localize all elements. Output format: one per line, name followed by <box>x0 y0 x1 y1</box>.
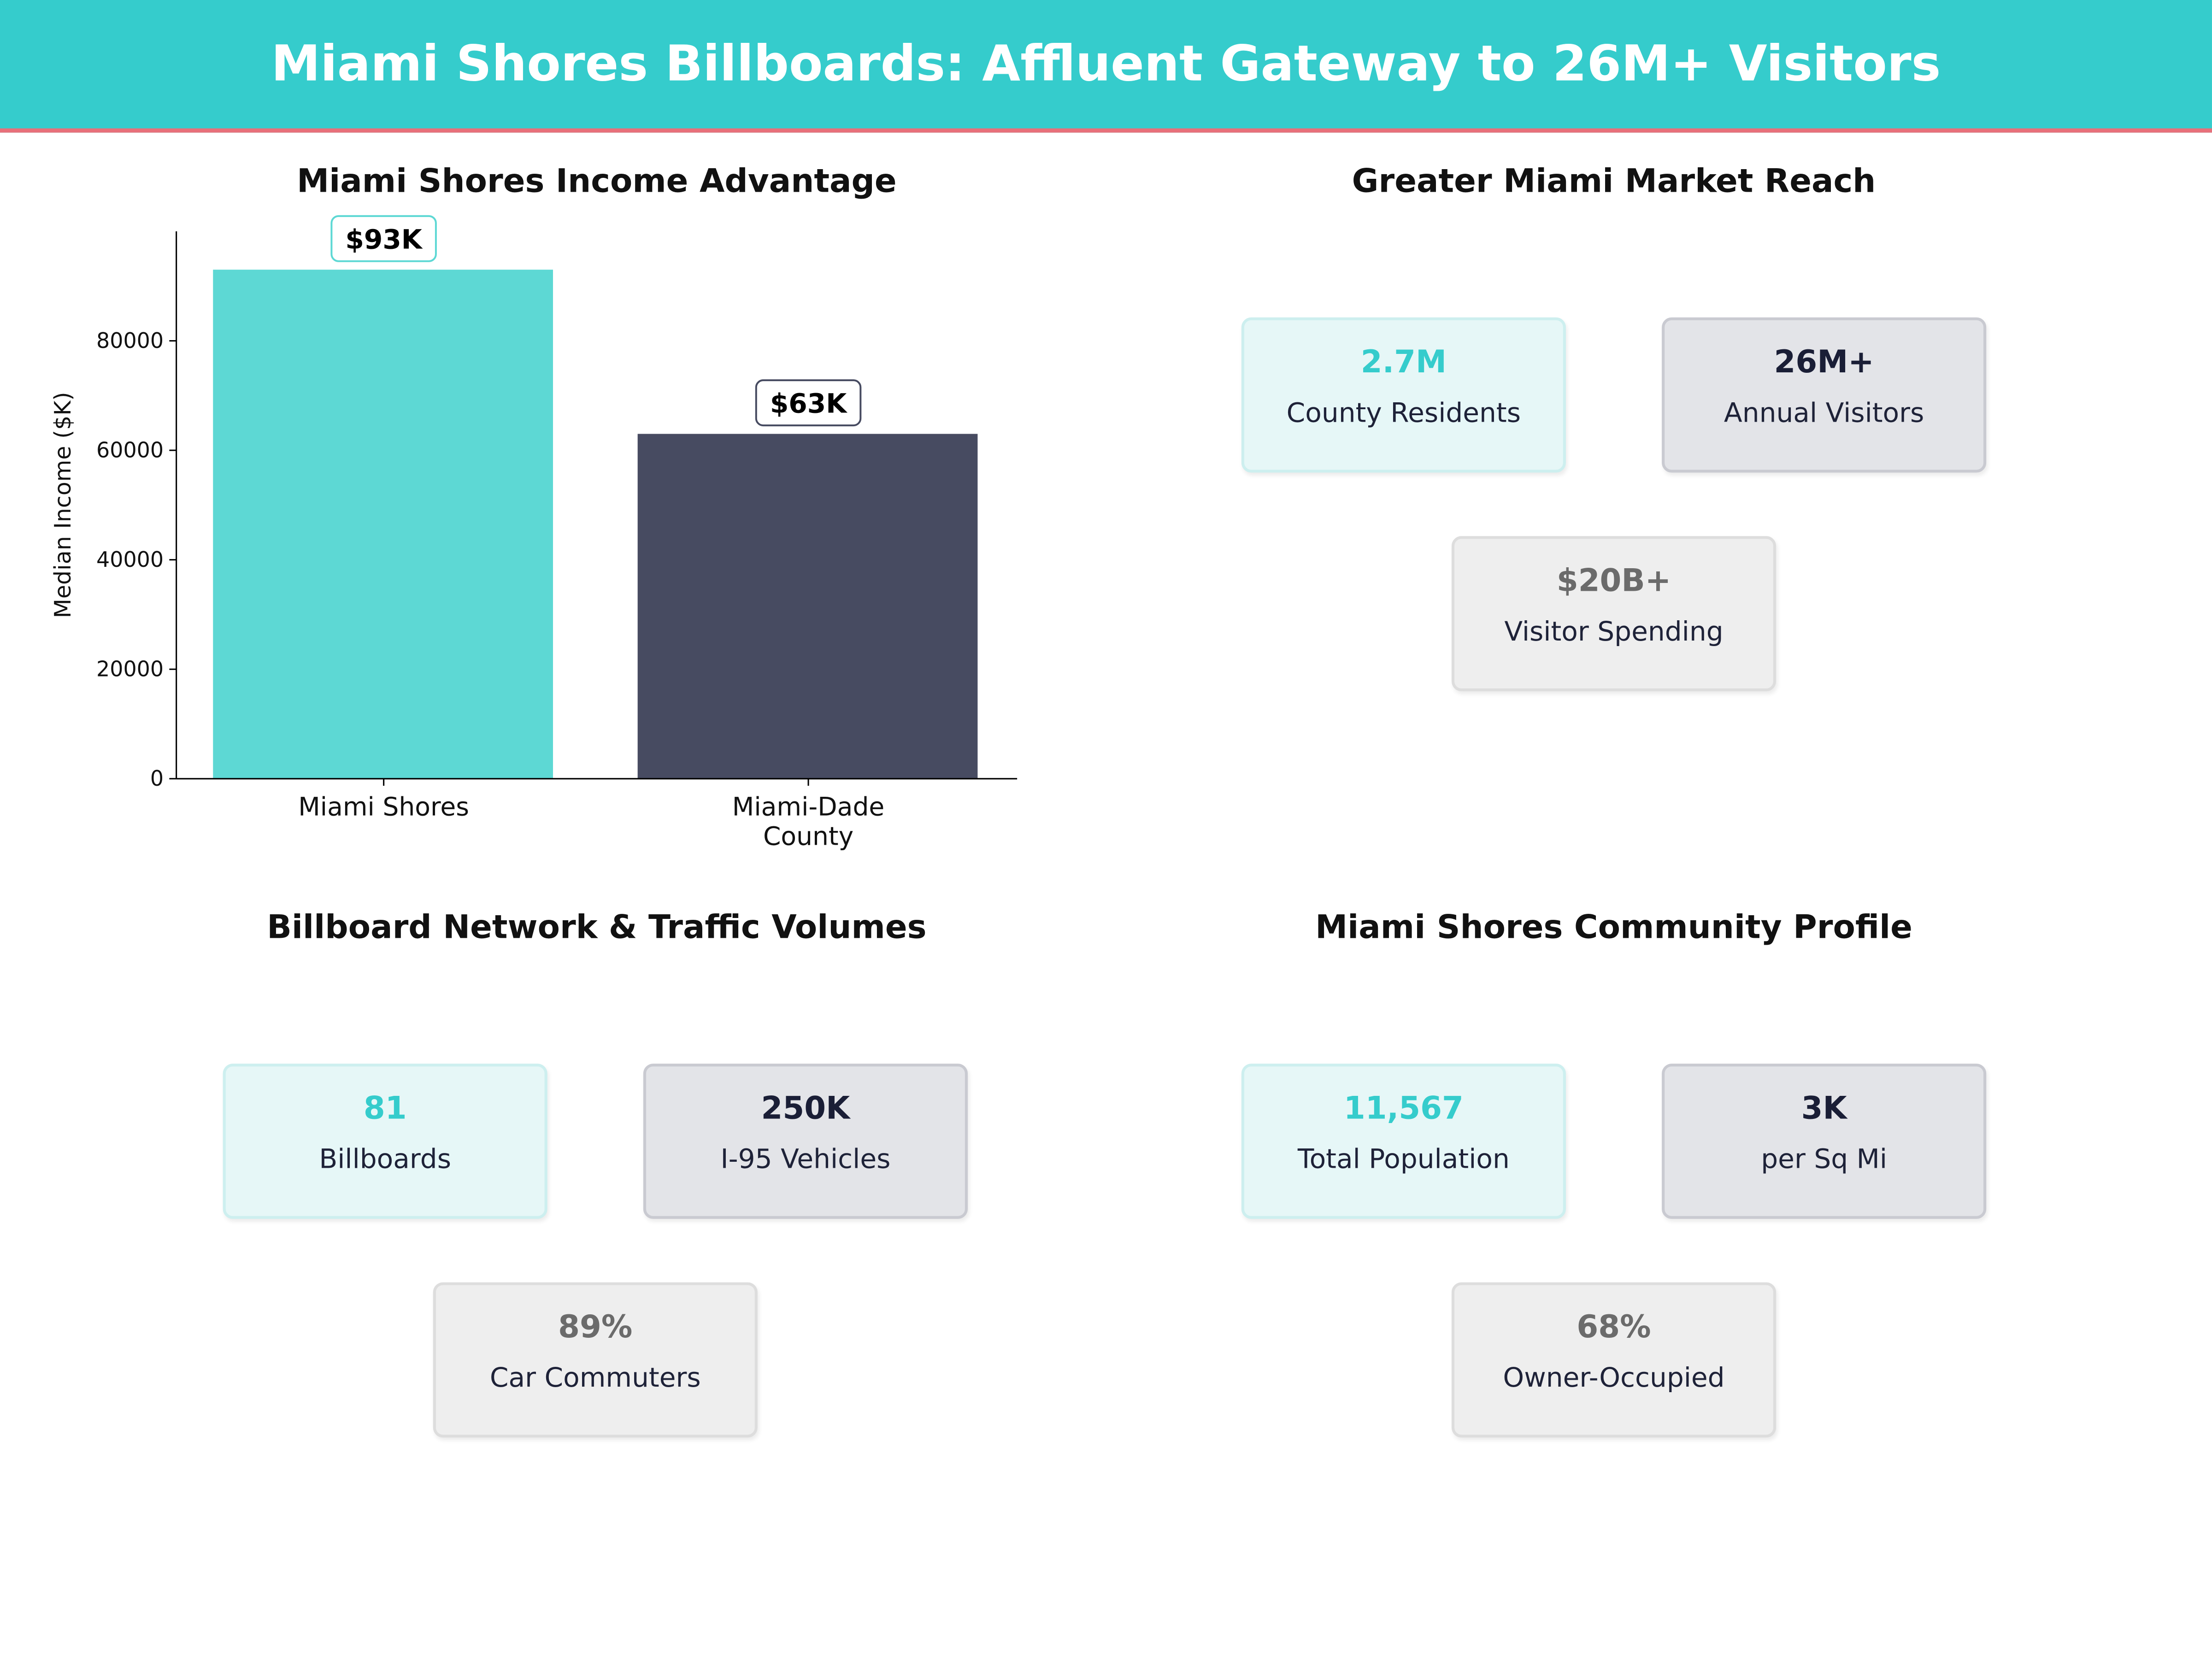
data-label: $93K <box>345 224 423 255</box>
stat-card: 26M+ Annual Visitors <box>1662 317 1987 473</box>
stat-value: 26M+ <box>1774 345 1874 381</box>
stat-card: 11,567 Total Population <box>1241 1064 1566 1219</box>
bar-2 <box>637 434 978 779</box>
y-axis-label: Median Income ($K) <box>50 392 76 618</box>
stat-label: Car Commuters <box>489 1363 701 1394</box>
x-tick-label: Miami-Dade County <box>732 792 885 851</box>
data-label: $63K <box>770 388 847 419</box>
stat-value: 68% <box>1577 1310 1651 1346</box>
stat-value: $20B+ <box>1556 564 1671 600</box>
stat-card: $20B+ Visitor Spending <box>1451 536 1777 691</box>
stat-label: Total Population <box>1297 1144 1510 1175</box>
stat-card: 89% Car Commuters <box>433 1282 758 1438</box>
stat-value: 11,567 <box>1343 1092 1464 1127</box>
bar-1 <box>213 270 553 779</box>
data-label-box <box>330 215 437 262</box>
y-tick-label: 80000 <box>96 328 164 353</box>
billboard-network-title: Billboard Network & Traffic Volumes <box>267 910 927 947</box>
data-label-box <box>755 379 862 427</box>
stat-card: 68% Owner-Occupied <box>1451 1282 1777 1438</box>
stat-label: County Residents <box>1286 398 1521 429</box>
stat-label: Billboards <box>319 1144 452 1175</box>
stat-value: 3K <box>1801 1092 1847 1127</box>
stat-label: Owner-Occupied <box>1503 1363 1725 1394</box>
x-tick-label: Miami Shores <box>298 792 469 821</box>
y-tick-label: 40000 <box>96 547 164 572</box>
y-tick-label: 60000 <box>96 437 164 462</box>
stat-label: per Sq Mi <box>1761 1144 1888 1175</box>
stat-label: I-95 Vehicles <box>720 1144 891 1175</box>
stat-value: 2.7M <box>1360 345 1447 381</box>
stat-value: 250K <box>761 1092 850 1127</box>
stat-card: 2.7M County Residents <box>1241 317 1566 473</box>
y-tick-label: 0 <box>150 766 164 791</box>
stat-card: 250K I-95 Vehicles <box>643 1064 968 1219</box>
stat-value: 89% <box>558 1310 633 1346</box>
stat-card: 81 Billboards <box>223 1064 547 1219</box>
stat-card: 3K per Sq Mi <box>1662 1064 1987 1219</box>
stat-label: Annual Visitors <box>1724 398 1924 429</box>
stat-label: Visitor Spending <box>1504 616 1724 648</box>
stat-value: 81 <box>363 1092 407 1127</box>
page-title: Miami Shores Billboards: Affluent Gatewa… <box>271 36 1941 93</box>
market-reach-title: Greater Miami Market Reach <box>1352 164 1876 200</box>
community-profile-title: Miami Shores Community Profile <box>1315 910 1912 947</box>
income-chart-title: Miami Shores Income Advantage <box>297 164 897 200</box>
header-banner: Miami Shores Billboards: Affluent Gatewa… <box>0 0 2212 133</box>
y-tick-label: 20000 <box>96 657 164 682</box>
income-bar-chart: $93K Miami Shores $63K Miami-Dade County 0 200… <box>50 215 1018 851</box>
